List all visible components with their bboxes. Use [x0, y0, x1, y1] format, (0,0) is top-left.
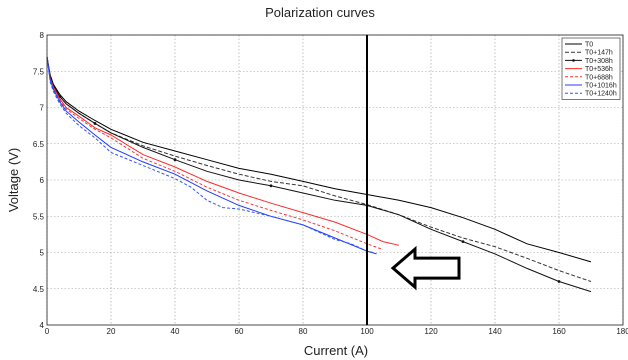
plot-frame — [46, 34, 624, 326]
legend-label-1: T0+147h — [585, 50, 613, 57]
x-tick-label: 120 — [424, 327, 438, 336]
series-line-6 — [46, 56, 374, 253]
x-tick-label: 140 — [488, 327, 502, 336]
chart-series — [46, 56, 592, 293]
series-marker-2 — [557, 280, 561, 283]
chart-grid — [46, 34, 624, 326]
series-line-5 — [46, 56, 377, 255]
x-tick-label: 0 — [45, 327, 50, 336]
left-arrow-annotation — [390, 245, 461, 291]
x-tick-label: 20 — [107, 327, 116, 336]
x-tick-label: 180 — [616, 327, 628, 336]
series-marker-2 — [93, 122, 97, 125]
x-tick-label: 100 — [360, 327, 374, 336]
chart-title: Polarization curves — [265, 5, 375, 20]
legend-label-3: T0+536h — [585, 66, 613, 73]
series-marker-2 — [173, 158, 177, 162]
x-tick-label: 160 — [552, 327, 566, 336]
chart-ticks: 0 20 40 60 80 100 120 140 160 180 4 4.5 5 5.5 6 6.5 7 7.5… — [33, 31, 628, 336]
y-tick-label: 5.5 — [33, 212, 45, 221]
series-line-3 — [46, 56, 400, 246]
series-marker-2 — [461, 240, 465, 244]
x-tick-label: 60 — [235, 327, 244, 336]
y-tick-label: 7.5 — [33, 67, 45, 76]
y-tick-label: 8 — [40, 31, 45, 40]
legend-label-5: T0+1016h — [585, 83, 617, 90]
legend-label-6: T0+1240h — [585, 91, 617, 98]
series-marker-2 — [269, 184, 273, 188]
legend-marker-2 — [572, 59, 575, 62]
x-tick-label: 40 — [171, 327, 180, 336]
y-tick-label: 4.5 — [33, 285, 45, 294]
x-tick-label: 80 — [299, 327, 308, 336]
series-line-1 — [46, 56, 592, 282]
series-line-0 — [46, 56, 592, 263]
y-axis-label: Voltage (V) — [6, 148, 21, 212]
legend-label-2: T0+308h — [585, 58, 613, 65]
y-tick-label: 5 — [40, 249, 45, 258]
y-tick-label: 4 — [40, 321, 45, 330]
series-line-4 — [46, 56, 384, 251]
series-line-2 — [46, 56, 592, 293]
legend-label-4: T0+688h — [585, 74, 613, 81]
legend-label-0: T0 — [585, 42, 593, 49]
x-axis-label: Current (A) — [304, 343, 368, 358]
y-tick-label: 6 — [40, 176, 45, 185]
y-tick-label: 7 — [40, 104, 45, 113]
y-tick-label: 6.5 — [33, 140, 45, 149]
